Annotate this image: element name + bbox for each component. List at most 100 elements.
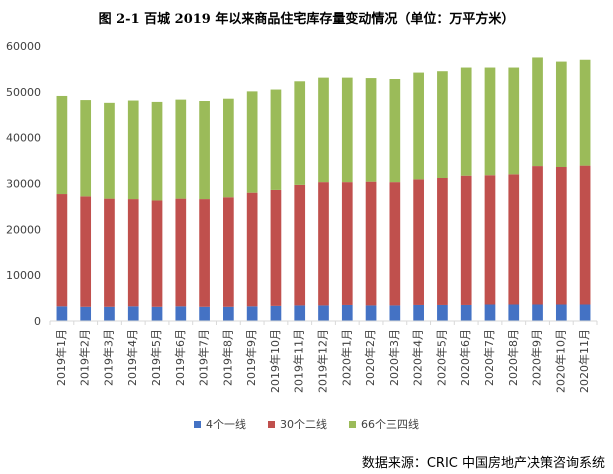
bar-segment-series-0 (365, 305, 377, 321)
bar-segment-series-1 (294, 184, 306, 306)
bar-segment-series-0 (484, 304, 496, 321)
bar-segment-series-1 (365, 181, 377, 306)
bar-segment-series-2 (127, 100, 139, 200)
bar-segment-series-0 (555, 304, 567, 321)
bar-segment-series-2 (270, 89, 282, 190)
bar-segment-series-0 (294, 305, 306, 321)
y-tick-label: 0 (34, 315, 41, 328)
legend-label-tier3: 66个三四线 (361, 418, 419, 431)
legend-label-tier2: 30个二线 (280, 418, 327, 431)
bar-segment-series-2 (151, 101, 163, 201)
bar-segment-series-2 (437, 71, 448, 178)
bar-segment-series-1 (460, 175, 472, 305)
bar-segment-series-2 (223, 98, 234, 198)
bar-segment-series-0 (175, 306, 187, 321)
y-tick-label: 60000 (6, 40, 41, 53)
bar-segment-series-2 (579, 59, 591, 166)
legend-item-tier1: 4个一线 (194, 416, 246, 432)
bar-segment-series-1 (555, 167, 567, 305)
bar-segment-series-0 (151, 306, 163, 321)
x-tick-label: 2019年1月 (54, 329, 68, 386)
bar-segment-series-1 (532, 166, 543, 305)
bar-segment-series-1 (508, 174, 520, 305)
bar-segment-series-0 (413, 304, 424, 321)
y-tick-label: 40000 (6, 132, 41, 145)
legend-item-tier2: 30个二线 (268, 416, 327, 432)
bar-segment-series-1 (413, 179, 424, 305)
y-tick-label: 30000 (6, 178, 41, 191)
x-tick-label: 2020年5月 (434, 329, 448, 386)
bar-segment-series-2 (341, 77, 353, 183)
bar-segment-series-1 (151, 200, 163, 307)
y-tick-label: 50000 (6, 86, 41, 99)
bar-segment-series-1 (270, 189, 282, 306)
bar-segment-series-0 (223, 306, 234, 321)
bar-segment-series-2 (508, 67, 520, 175)
bar-segment-series-0 (508, 304, 520, 321)
x-tick-label: 2020年6月 (458, 329, 472, 386)
x-tick-label: 2020年1月 (339, 329, 353, 386)
bar-segment-series-1 (484, 175, 496, 305)
legend-swatch-tier1 (194, 420, 201, 428)
bar-segment-series-0 (460, 304, 472, 321)
legend-swatch-tier2 (268, 420, 275, 428)
bar-segment-series-2 (175, 99, 187, 199)
bar-segment-series-2 (199, 101, 210, 200)
x-tick-label: 2019年12月 (316, 329, 330, 393)
bar-segment-series-2 (389, 79, 401, 183)
bar-segment-series-2 (56, 95, 68, 195)
bar-segment-series-0 (579, 304, 591, 321)
x-tick-label: 2019年3月 (101, 329, 115, 386)
bar-segment-series-2 (318, 77, 329, 183)
bar-segment-series-0 (389, 305, 401, 321)
legend-label-tier1: 4个一线 (206, 418, 246, 431)
x-tick-label: 2020年3月 (387, 329, 401, 386)
x-tick-label: 2020年4月 (411, 329, 425, 386)
x-tick-label: 2020年10月 (553, 329, 567, 393)
bar-segment-series-2 (246, 91, 258, 193)
bar-segment-series-1 (127, 199, 139, 307)
x-tick-label: 2019年11月 (292, 329, 306, 393)
bar-segment-series-2 (104, 102, 115, 199)
bar-segment-series-1 (246, 192, 258, 307)
bar-segment-series-0 (270, 305, 282, 321)
bar-segment-series-0 (532, 304, 543, 321)
bar-segment-series-1 (175, 198, 187, 307)
y-tick-label: 10000 (6, 269, 41, 282)
y-axis: 0 10000 20000 30000 40000 50000 60000 (6, 40, 41, 328)
bar-segment-series-0 (246, 306, 258, 321)
x-axis: 2019年1月 2019年2月 2019年3月 2019年4月 2019年5月 2019年… (49, 320, 598, 393)
bar-segment-series-0 (104, 306, 115, 321)
bar-segment-series-2 (365, 78, 377, 182)
bar-segment-series-0 (56, 306, 68, 321)
bar-segment-series-2 (484, 67, 496, 176)
legend-swatch-tier3 (349, 420, 356, 428)
x-tick-label: 2020年9月 (530, 329, 544, 386)
x-tick-label: 2020年7月 (482, 329, 496, 386)
legend-item-tier3: 66个三四线 (349, 416, 419, 432)
bar-segment-series-2 (80, 100, 92, 197)
bar-segment-series-2 (294, 81, 306, 185)
bar-segment-series-0 (437, 304, 448, 321)
x-tick-label: 2019年4月 (125, 329, 139, 386)
bar-segment-series-1 (223, 197, 234, 307)
bar-segment-series-1 (341, 182, 353, 305)
bar-segment-series-1 (199, 199, 210, 307)
x-tick-label: 2019年10月 (268, 329, 282, 393)
bar-segment-series-0 (341, 304, 353, 321)
bar-segment-series-1 (318, 182, 329, 306)
x-tick-label: 2019年8月 (220, 329, 234, 386)
x-tick-label: 2019年7月 (197, 329, 211, 386)
x-tick-label: 2020年11月 (577, 329, 591, 393)
bar-segment-series-1 (104, 198, 115, 307)
bar-segment-series-1 (437, 178, 448, 305)
bar-segment-series-2 (532, 57, 543, 167)
bar-segment-series-1 (80, 196, 92, 307)
bar-segment-series-1 (56, 194, 68, 307)
legend: 4个一线 30个二线 66个三四线 (0, 416, 613, 432)
bar-segment-series-2 (460, 67, 472, 176)
bar-segment-series-2 (413, 72, 424, 180)
bar-segment-series-2 (555, 61, 567, 168)
x-tick-label: 2019年2月 (78, 329, 92, 386)
